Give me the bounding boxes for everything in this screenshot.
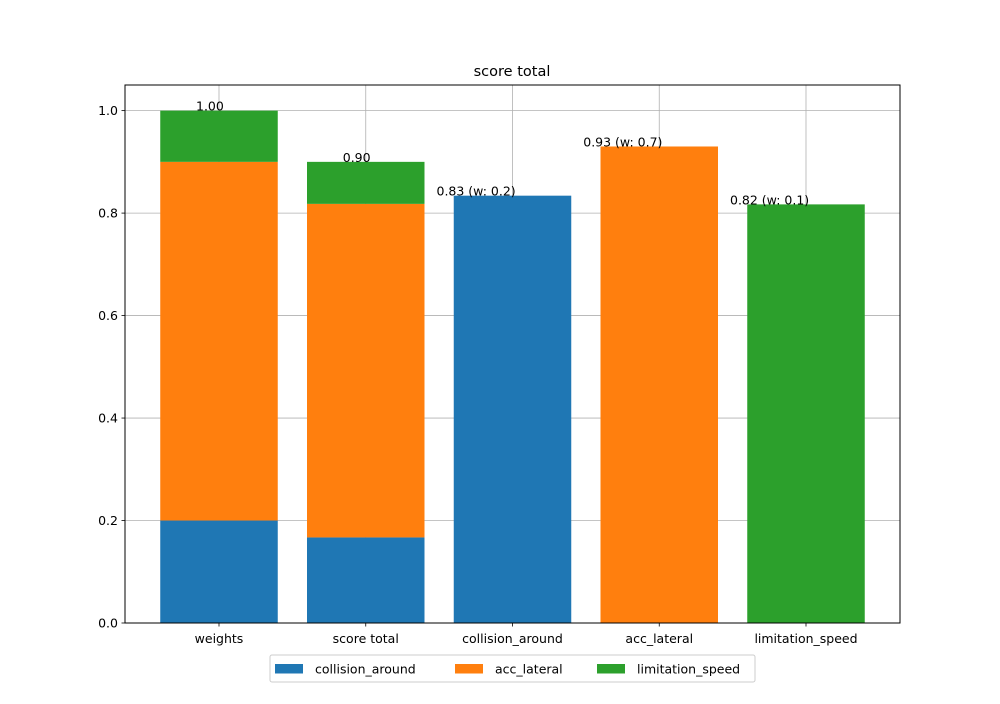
data-label: 0.93 (w: 0.7) — [583, 134, 662, 149]
y-tick-label: 0.6 — [98, 308, 118, 323]
x-tick-label: collision_around — [462, 631, 563, 646]
legend: collision_around acc_lateral limitation_sp… — [269, 654, 756, 683]
bars — [160, 110, 865, 623]
y-tick-label: 0.4 — [98, 411, 118, 426]
y-tick-label: 0.2 — [98, 513, 118, 528]
data-label: 0.90 — [343, 150, 371, 165]
bar-limitation_speed — [307, 161, 425, 204]
bar-acc_lateral — [160, 161, 278, 521]
y-tick-label: 0.0 — [98, 616, 118, 631]
bar-limitation_speed — [747, 204, 865, 623]
legend-swatch — [275, 664, 303, 674]
data-label: 0.83 (w: 0.2) — [437, 184, 516, 199]
annotations: 1.00 0.90 0.83 (w: 0.2) 0.93 (w: 0.7) 0.82 (… — [196, 99, 809, 208]
axes: 0.0 0.2 0.4 0.6 0.8 1.0 weights score total coll… — [98, 103, 857, 646]
x-tick-label: score total — [333, 631, 399, 646]
y-tick-label: 0.8 — [98, 206, 118, 221]
legend-label: acc_lateral — [495, 662, 563, 677]
legend-label: limitation_speed — [637, 662, 740, 677]
legend-box — [269, 654, 756, 683]
bar-collision_around — [160, 520, 278, 623]
bar-acc_lateral — [600, 146, 718, 623]
x-tick-label: acc_lateral — [625, 631, 693, 646]
legend-swatch — [455, 664, 483, 674]
data-label: 0.82 (w: 0.1) — [730, 192, 809, 207]
x-tick-label: weights — [195, 631, 244, 646]
bar-limitation_speed — [160, 110, 278, 162]
chart-title: score total — [474, 64, 551, 80]
bar-collision_around — [453, 195, 572, 623]
y-tick-label: 1.0 — [98, 103, 118, 118]
bar-acc_lateral — [307, 203, 425, 538]
bar-collision_around — [307, 537, 425, 623]
x-tick-label: limitation_speed — [754, 631, 857, 646]
data-label: 1.00 — [196, 99, 224, 114]
legend-swatch — [597, 664, 625, 674]
legend-label: collision_around — [315, 662, 416, 677]
